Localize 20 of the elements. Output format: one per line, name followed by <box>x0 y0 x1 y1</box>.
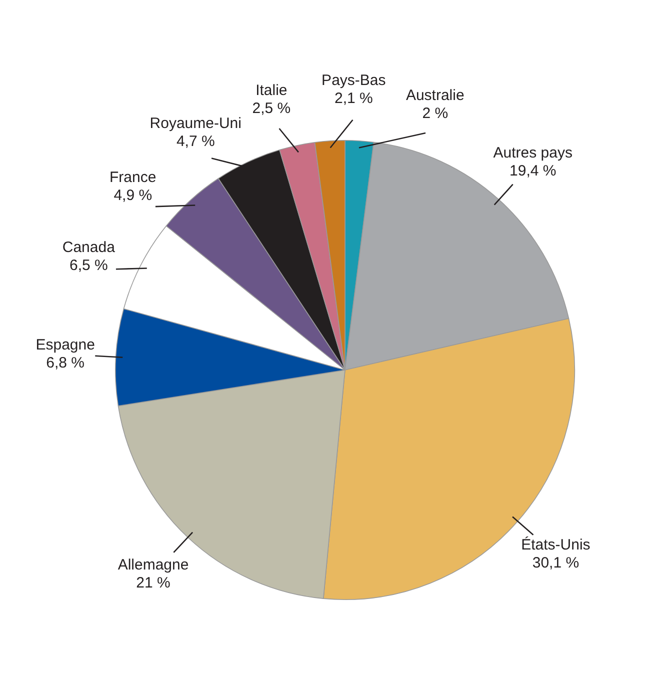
data-label: 2,5 % <box>252 100 291 117</box>
data-label: 2,1 % <box>334 90 373 108</box>
slice-label: États-Unis <box>521 536 590 554</box>
data-label: 6,8 % <box>46 354 85 372</box>
slice-label: Autres pays <box>493 144 572 162</box>
data-label: 4,7 % <box>176 133 215 150</box>
slice-label: Espagne <box>36 336 95 354</box>
data-label: 30,1 % <box>532 554 580 572</box>
slice-label: Italie <box>256 82 288 99</box>
data-label: 21 % <box>136 574 170 592</box>
data-label: 6,5 % <box>69 257 108 274</box>
data-label: 4,9 % <box>114 187 152 204</box>
slice-label: Pays-Bas <box>322 72 386 90</box>
slice-label: Royaume-Uni <box>150 115 242 132</box>
slice-label: France <box>110 169 156 186</box>
data-label: 2 % <box>422 104 448 122</box>
data-label: 19,4 % <box>510 162 556 180</box>
slice-label: Canada <box>62 239 116 256</box>
slice-label: Allemagne <box>118 556 189 574</box>
slice-label: Australie <box>406 86 464 104</box>
